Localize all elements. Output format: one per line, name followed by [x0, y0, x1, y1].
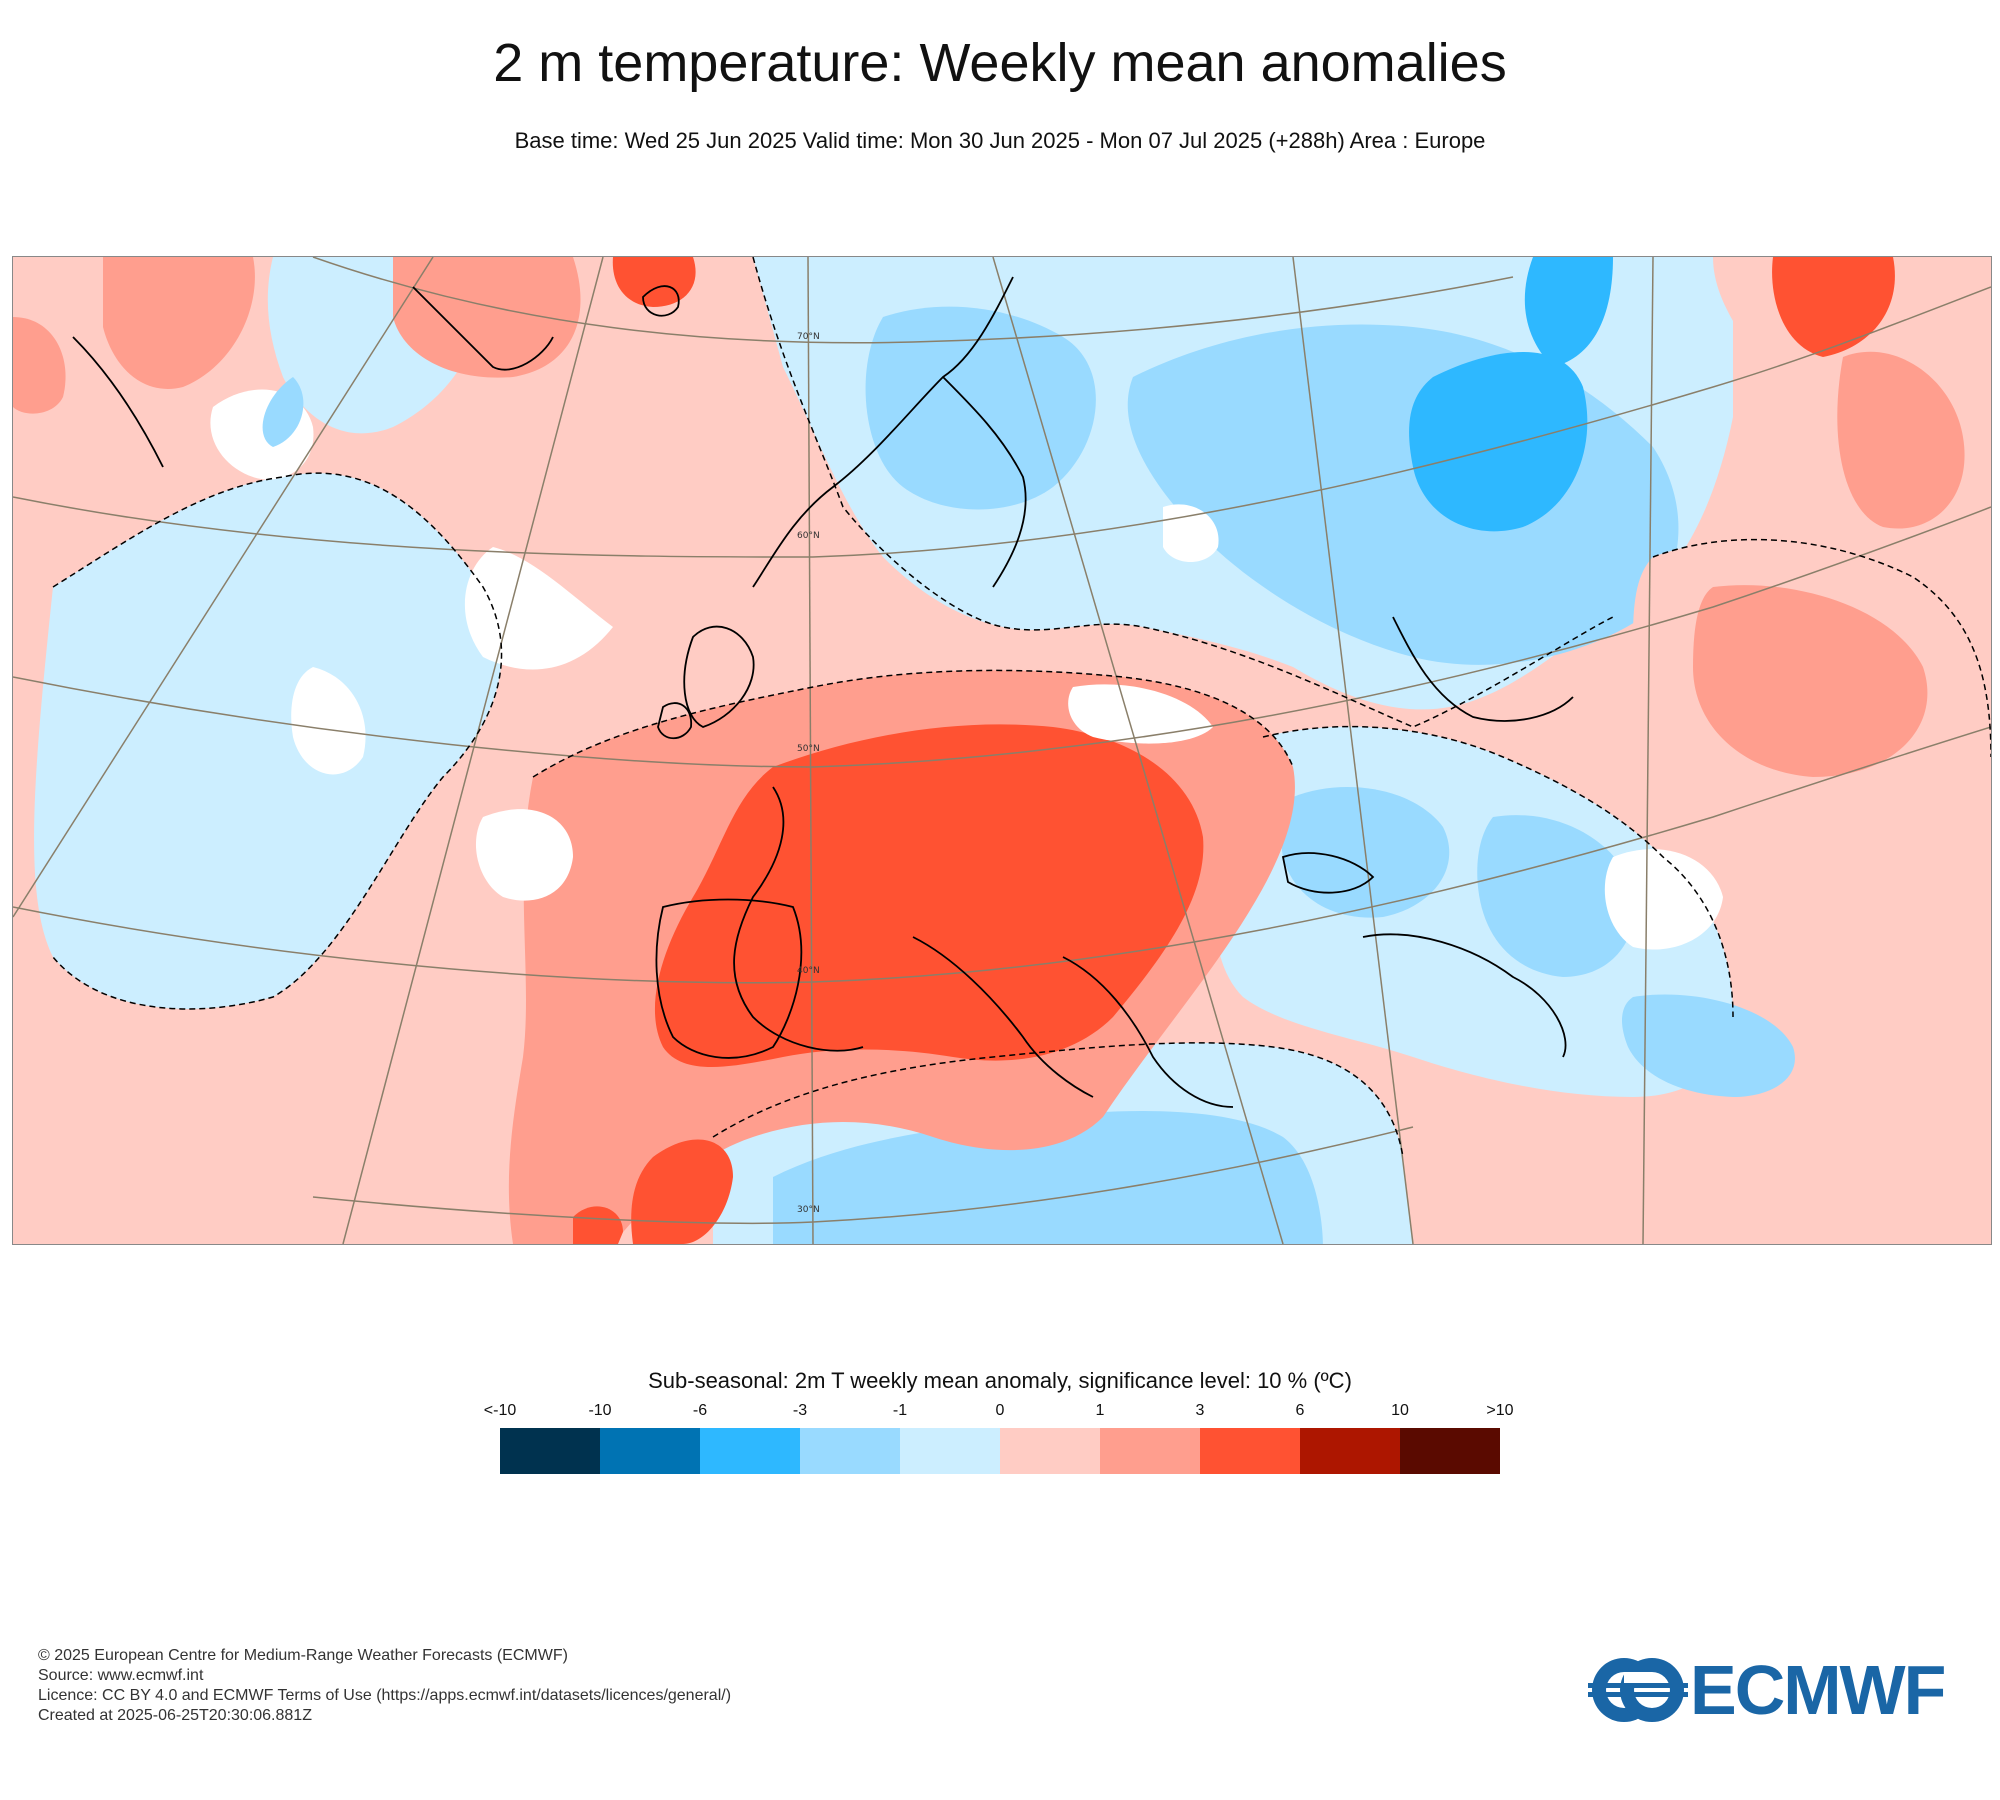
legend-swatch	[700, 1428, 800, 1474]
greenland-warm	[393, 257, 581, 378]
italy-coast	[912, 936, 1094, 1098]
legend-tick-label: -10	[588, 1402, 612, 1419]
ecmwf-logo-text: ECMWF	[1690, 1651, 1946, 1729]
north-russia-strong-cool	[1524, 257, 1613, 367]
canada-warm	[103, 257, 255, 389]
west-warm-patch	[13, 317, 66, 414]
lat-label-30: 30°N	[797, 1205, 820, 1215]
legend-swatch	[1200, 1428, 1300, 1474]
white-patch	[291, 667, 366, 775]
egypt-warm-patch	[1428, 1097, 1575, 1217]
legend-swatch	[600, 1428, 700, 1474]
norway-coast	[752, 276, 1014, 588]
significance-contour	[752, 257, 1614, 728]
legend-tick-label: -3	[792, 1402, 808, 1419]
significance-contour	[712, 1042, 1404, 1158]
legend-tick-label: 3	[1195, 1402, 1205, 1419]
legend-tick-label: -1	[892, 1402, 908, 1419]
white-patch	[1068, 684, 1213, 744]
longitude-line	[1292, 257, 1414, 1244]
legend-swatch	[500, 1428, 600, 1474]
coastlines	[72, 276, 1574, 1108]
legend-swatch	[800, 1428, 900, 1474]
legend-swatch	[1400, 1428, 1500, 1474]
longitude-line	[13, 257, 434, 918]
france-iberia-coast	[733, 786, 864, 1052]
legend-tick-label: 10	[1391, 1402, 1409, 1419]
anatolia-coast	[1362, 933, 1567, 1058]
iberia-coast	[655, 898, 803, 1059]
longitude-line	[1642, 257, 1654, 1244]
legend-swatch	[1300, 1428, 1400, 1474]
greenland-coast	[412, 286, 554, 371]
balkans-coast	[1062, 956, 1234, 1108]
far-northeast-strong-warm	[1772, 257, 1895, 357]
east-warm-core	[1693, 585, 1928, 777]
significance-contour	[532, 669, 1294, 778]
lat-label-70: 70°N	[797, 332, 820, 342]
legend-tick-label: -6	[692, 1402, 708, 1419]
source-text: Source: www.ecmwf.int	[38, 1667, 204, 1684]
iceland-coast	[642, 285, 680, 317]
latitude-line-40	[13, 726, 1991, 984]
atlantic-cool-region	[34, 473, 502, 1009]
map-svg: 70°N 60°N 50°N 40°N 30°N	[13, 257, 1991, 1244]
iceland-warm-patch	[612, 257, 696, 307]
licence-text: Licence: CC BY 4.0 and ECMWF Terms of Us…	[38, 1687, 732, 1704]
copyright-text: © 2025 European Centre for Medium-Range …	[38, 1647, 568, 1664]
legend-title: Sub-seasonal: 2m T weekly mean anomaly, …	[648, 1368, 1352, 1393]
ecmwf-logo-icon	[1588, 1658, 1688, 1722]
footer: © 2025 European Centre for Medium-Range …	[38, 1646, 731, 1726]
lat-label-50: 50°N	[797, 744, 820, 754]
lat-label-60: 60°N	[797, 531, 820, 541]
latitude-line-60	[13, 286, 1991, 558]
far-northeast-warm-patch	[1837, 351, 1965, 529]
significance-contour	[52, 472, 503, 1010]
black-sea-cool-patch	[1477, 815, 1635, 977]
canada-coast	[72, 336, 164, 468]
sweden-coast	[942, 376, 1027, 588]
graticule	[13, 257, 1991, 1244]
southeast-warm	[1713, 1137, 1991, 1244]
ecmwf-logo: ECMWF	[1588, 1654, 1968, 1726]
white-patch	[1604, 849, 1723, 950]
legend-tick-label: 6	[1295, 1402, 1305, 1419]
caspian-coast	[1392, 616, 1574, 722]
middle-east-cool-patch	[1621, 994, 1795, 1097]
legend-tick-labels: <-10 -10 -6 -3 -1 0 1 3 6 10 >10	[484, 1402, 1514, 1422]
significance-contours	[52, 257, 1991, 1158]
legend-swatch	[1100, 1428, 1200, 1474]
sahara-cool-core	[773, 1111, 1323, 1244]
white-patch	[475, 809, 573, 901]
latitude-line-70	[312, 257, 1514, 344]
legend-swatch	[900, 1428, 1000, 1474]
anomaly-map: 70°N 60°N 50°N 40°N 30°N	[12, 256, 1992, 1245]
lat-label-40: 40°N	[797, 966, 820, 976]
cool-patch	[262, 377, 304, 447]
color-legend	[500, 1428, 1500, 1474]
morocco-heat-patch	[573, 1206, 623, 1244]
longitude-line	[342, 257, 604, 1244]
longitude-line	[992, 257, 1284, 1244]
legend-tick-label: 0	[995, 1402, 1005, 1419]
legend-tick-label: 1	[1095, 1402, 1105, 1419]
latitude-labels: 70°N 60°N 50°N 40°N 30°N	[797, 332, 820, 1215]
scandinavia-cool	[865, 306, 1096, 510]
chart-title: 2 m temperature: Weekly mean anomalies	[493, 33, 1507, 93]
morocco-heat-patch	[631, 1139, 733, 1244]
heatwave-core	[654, 724, 1204, 1067]
legend-swatch	[1000, 1428, 1100, 1474]
legend-tick-label: >10	[1486, 1402, 1514, 1419]
created-text: Created at 2025-06-25T20:30:06.881Z	[38, 1707, 312, 1724]
latitude-line-50	[13, 506, 1991, 768]
russia-strong-cool	[1409, 352, 1588, 532]
britain-coast	[683, 625, 755, 728]
chart-subtitle: Base time: Wed 25 Jun 2025 Valid time: M…	[514, 128, 1486, 153]
black-sea-coast	[1281, 852, 1375, 894]
significance-contour	[1262, 725, 1734, 1018]
ireland-coast	[657, 702, 692, 740]
legend-tick-label: <-10	[483, 1402, 517, 1419]
